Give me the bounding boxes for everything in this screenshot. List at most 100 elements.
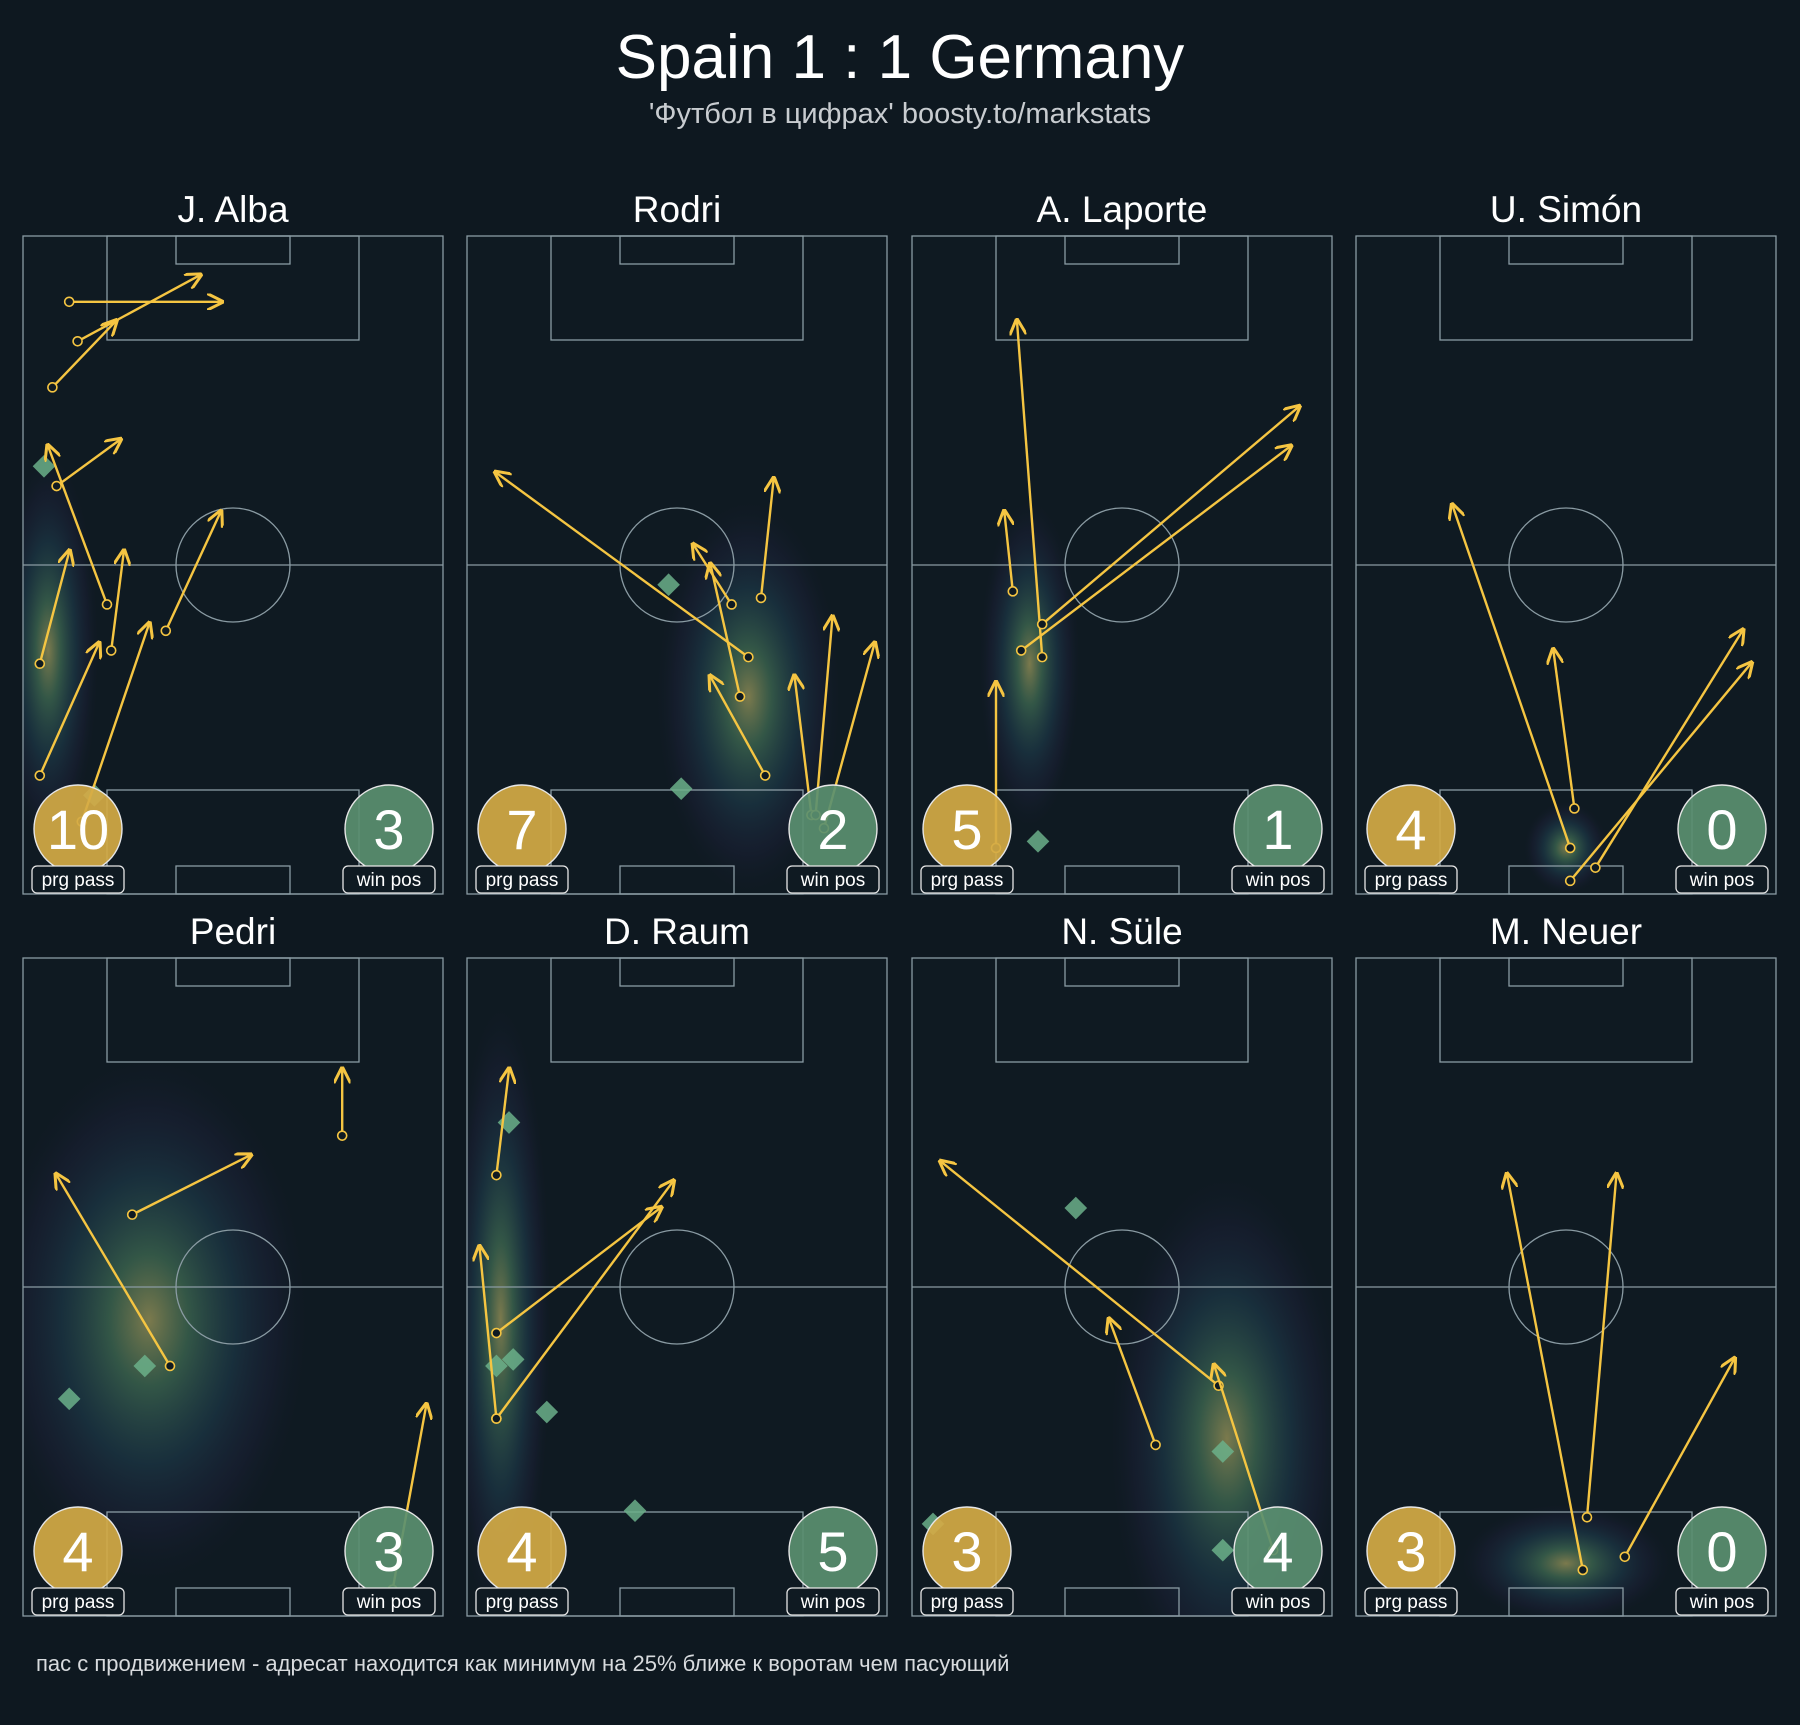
badge-value: 5: [951, 798, 982, 861]
badge-value: 3: [1395, 1520, 1426, 1583]
progressive-pass: [711, 677, 771, 781]
pass-origin: [726, 599, 737, 610]
badge-value: 1: [1262, 798, 1293, 861]
badge-label: win pos: [1689, 870, 1754, 891]
progressive-pass: [1553, 651, 1580, 814]
win-pos-badge: 1 win pos: [1231, 784, 1325, 894]
progressive-pass: [1564, 664, 1751, 887]
pass-origin: [1564, 875, 1576, 887]
player-panel-m-neuer: M. Neuer 3 prg pass 0 win pos: [1355, 911, 1777, 1617]
pass-origin: [1036, 618, 1048, 630]
heatmap: [23, 1056, 309, 1584]
progressive-pass: [57, 1175, 176, 1372]
prg-pass-badge: 4 prg pass: [31, 1506, 125, 1616]
progressive-pass: [72, 275, 199, 347]
badge-label: win pos: [356, 1592, 421, 1613]
badge-value: 10: [47, 798, 109, 861]
badge-label: win pos: [1689, 1592, 1754, 1613]
player-name: J. Alba: [177, 189, 288, 230]
progressive-pass: [496, 473, 754, 663]
prg-pass-badge: 4 prg pass: [1364, 784, 1458, 894]
pass-origin: [1564, 842, 1576, 854]
pass-origin: [1036, 651, 1048, 663]
heatmap: [23, 453, 99, 848]
badge-value: 7: [506, 798, 537, 861]
pitch-lines: [1355, 235, 1777, 895]
badge-value: 0: [1706, 798, 1737, 861]
pass-origin: [160, 625, 172, 637]
player-name: Rodri: [633, 189, 721, 230]
win-pos-badge: 5 win pos: [786, 1506, 880, 1616]
progressive-pass: [1109, 1320, 1161, 1451]
progressive-pass: [48, 447, 113, 610]
badge-label: prg pass: [931, 870, 1004, 891]
pass-origin: [47, 382, 58, 393]
progressive-pass: [1453, 506, 1576, 854]
prg-pass-badge: 4 prg pass: [475, 1506, 569, 1616]
pass-origin: [51, 480, 62, 492]
pitch-lines: [466, 235, 888, 895]
pass-origin: [743, 651, 754, 663]
chart-title: Spain 1 : 1 Germany: [615, 23, 1185, 92]
player-panel-u-sim-n: U. Simón 4 prg pass 0 win pos: [1355, 189, 1777, 895]
progressive-pass: [105, 552, 124, 656]
pass-origin: [101, 599, 113, 610]
pass-origin: [759, 770, 771, 781]
win-pos-badge: 2 win pos: [786, 784, 880, 894]
player-name: A. Laporte: [1037, 189, 1208, 230]
badge-label: prg pass: [931, 1592, 1004, 1613]
badge-label: prg pass: [42, 870, 115, 891]
player-name: M. Neuer: [1490, 911, 1642, 952]
pass-origin: [491, 1327, 502, 1339]
pass-origin: [1007, 586, 1019, 597]
win-position-marker: [1211, 1538, 1235, 1562]
footnote: пас с продвижением - адресат находится к…: [36, 1651, 1010, 1676]
badge-label: win pos: [1245, 1592, 1310, 1613]
pitch-lines: [911, 235, 1333, 895]
pass-origin: [164, 1360, 176, 1372]
win-pos-badge: 0 win pos: [1675, 1506, 1769, 1616]
badge-value: 4: [1262, 1520, 1293, 1583]
win-position-marker: [657, 573, 680, 597]
player-panel-j-alba: J. Alba 10 prg pass 3 win pos: [22, 189, 444, 895]
heat-blob: [467, 1004, 551, 1616]
progressive-pass: [1619, 1359, 1734, 1563]
progressive-pass: [160, 512, 220, 637]
pass-origin: [1150, 1439, 1161, 1451]
heat-blob: [656, 499, 841, 894]
badge-label: prg pass: [486, 1592, 559, 1613]
badge-label: win pos: [800, 870, 865, 891]
pass-origin: [336, 1130, 348, 1141]
badge-value: 4: [62, 1520, 93, 1583]
player-panel-n-s-le: N. Süle 3 prg pass 4 win pos: [911, 911, 1333, 1617]
progressive-pass: [63, 296, 221, 308]
badge-label: prg pass: [1375, 1592, 1448, 1613]
pass-origin: [34, 658, 46, 670]
heatmap: [1109, 1175, 1332, 1616]
pass-origin: [1569, 803, 1580, 814]
win-pos-badge: 3 win pos: [342, 1506, 436, 1616]
badge-label: win pos: [1245, 870, 1310, 891]
badge-value: 3: [951, 1520, 982, 1583]
badge-value: 3: [373, 1520, 404, 1583]
progressive-pass: [1581, 1175, 1617, 1523]
badge-value: 4: [506, 1520, 537, 1583]
player-name: Pedri: [190, 911, 276, 952]
pass-origin: [63, 296, 75, 308]
prg-pass-badge: 3 prg pass: [920, 1506, 1014, 1616]
player-name: D. Raum: [604, 911, 750, 952]
progressive-pass: [1017, 322, 1048, 663]
badge-label: prg pass: [42, 1592, 115, 1613]
chart-subtitle: 'Футбол в цифрах' boosty.to/markstats: [648, 98, 1152, 130]
badge-label: prg pass: [1375, 870, 1448, 891]
pass-origin: [1590, 862, 1601, 873]
progressive-pass: [711, 565, 746, 702]
progressive-pass: [491, 1208, 660, 1339]
badge-label: prg pass: [486, 870, 559, 891]
heat-blob: [23, 1056, 309, 1584]
prg-pass-badge: 3 prg pass: [1364, 1506, 1458, 1616]
badge-value: 3: [373, 798, 404, 861]
progressive-pass: [491, 1070, 509, 1181]
pass-origin: [1577, 1564, 1589, 1576]
